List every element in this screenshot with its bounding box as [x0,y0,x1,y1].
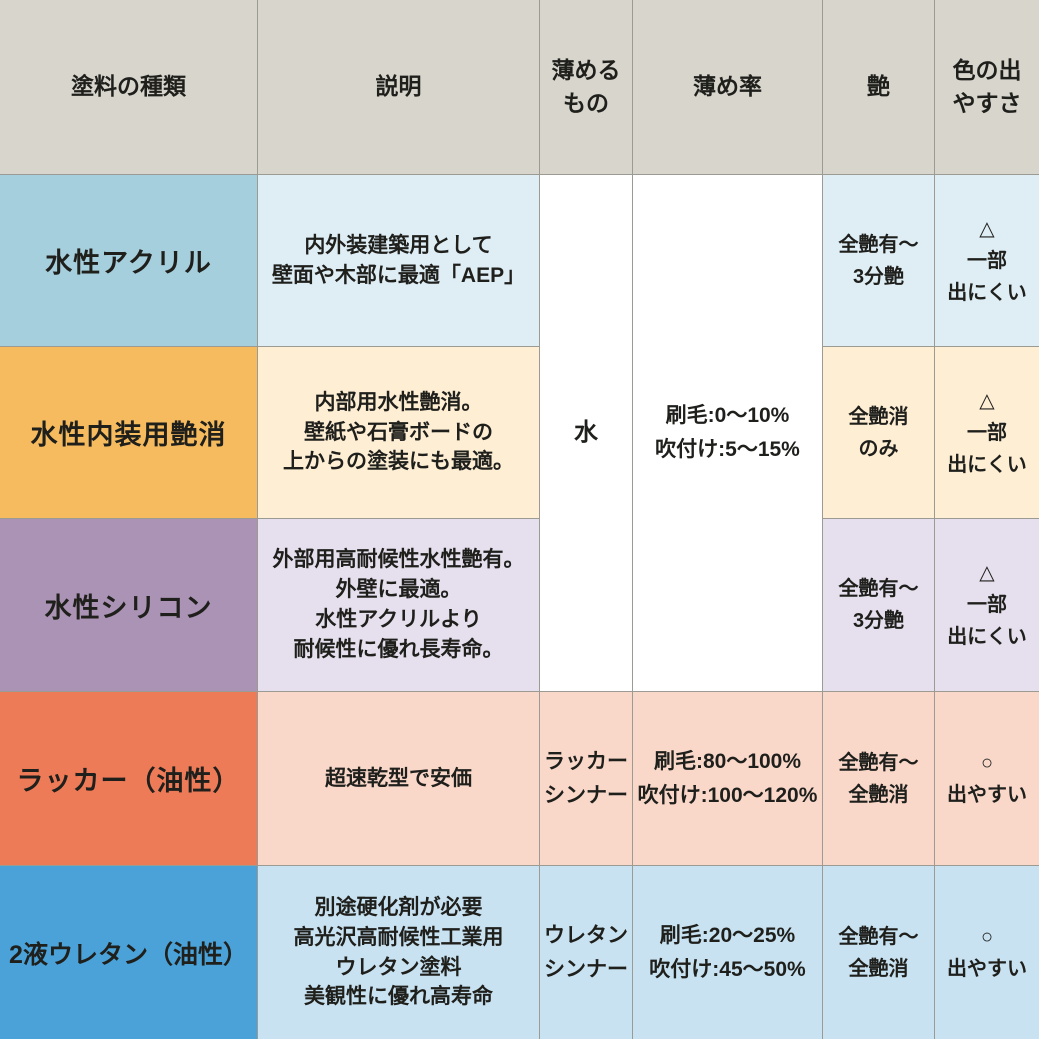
gloss-cell: 全艶有〜 全艶消 [823,866,934,1039]
color-ease-cell: △ 一部 出にくい [935,175,1039,346]
description-cell: 超速乾型で安価 [258,692,539,865]
ratio-cell-water-merged: 刷毛:0〜10% 吹付け:5〜15% [633,175,822,691]
header-description: 説明 [258,0,539,174]
paint-name-cell: 水性アクリル [0,175,257,346]
description-cell: 内部用水性艶消。 壁紙や石膏ボードの 上からの塗装にも最適。 [258,347,539,518]
color-ease-cell: ○ 出やすい [935,692,1039,865]
gloss-cell: 全艶消 のみ [823,347,934,518]
description-cell: 外部用高耐候性水性艶有。 外壁に最適。 水性アクリルより 耐候性に優れ長寿命。 [258,519,539,691]
ratio-cell: 刷毛:20〜25% 吹付け:45〜50% [633,866,822,1039]
header-ratio: 薄め率 [633,0,822,174]
header-paint-type: 塗料の種類 [0,0,257,174]
thinner-cell-water-merged: 水 [540,175,632,691]
description-cell: 別途硬化剤が必要 高光沢高耐候性工業用 ウレタン塗料 美観性に優れ高寿命 [258,866,539,1039]
ratio-cell: 刷毛:80〜100% 吹付け:100〜120% [633,692,822,865]
paint-name-cell: 2液ウレタン（油性） [0,866,257,1039]
header-gloss: 艶 [823,0,934,174]
paint-name-cell: 水性内装用艶消 [0,347,257,518]
header-color-ease: 色の出 やすさ [935,0,1039,174]
color-ease-cell: ○ 出やすい [935,866,1039,1039]
description-cell: 内外装建築用として 壁面や木部に最適「AEP」 [258,175,539,346]
paint-name-cell: 水性シリコン [0,519,257,691]
header-thinner: 薄める もの [540,0,632,174]
color-ease-cell: △ 一部 出にくい [935,347,1039,518]
color-ease-cell: △ 一部 出にくい [935,519,1039,691]
gloss-cell: 全艶有〜 3分艶 [823,519,934,691]
thinner-cell: ラッカー シンナー [540,692,632,865]
paint-name-cell: ラッカー（油性） [0,692,257,865]
thinner-cell: ウレタン シンナー [540,866,632,1039]
gloss-cell: 全艶有〜 3分艶 [823,175,934,346]
gloss-cell: 全艶有〜 全艶消 [823,692,934,865]
